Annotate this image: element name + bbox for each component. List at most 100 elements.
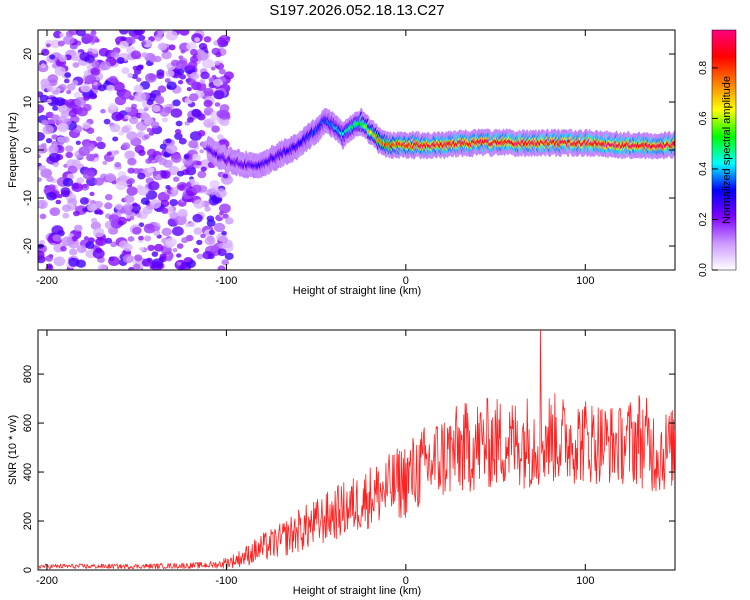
noise-blob <box>104 202 113 210</box>
noise-blob <box>152 104 161 113</box>
noise-blob <box>109 123 121 133</box>
noise-blob <box>217 265 226 270</box>
x-tick-label: 0 <box>403 275 409 287</box>
noise-blob <box>121 142 131 150</box>
noise-blob <box>75 140 81 145</box>
noise-blob <box>76 245 87 254</box>
snr-ylabel: SNR (10 * v/v) <box>7 415 19 485</box>
noise-blob <box>146 99 154 106</box>
noise-blob <box>104 237 113 244</box>
noise-blob <box>221 230 227 236</box>
y-tick-label: -10 <box>22 190 34 206</box>
noise-blob <box>218 109 231 120</box>
noise-blob <box>161 117 168 123</box>
noise-blob <box>90 30 97 36</box>
colorbar-tick-label: 0.6 <box>698 111 709 125</box>
noise-blob <box>164 78 171 83</box>
noise-blob <box>84 236 89 241</box>
noise-blob <box>103 118 111 125</box>
noise-blob <box>54 66 66 76</box>
noise-blob <box>219 117 230 127</box>
noise-blob <box>46 191 57 201</box>
noise-blob <box>41 143 47 148</box>
noise-blob <box>49 207 61 217</box>
noise-blob <box>56 136 65 144</box>
noise-blob <box>138 222 145 227</box>
noise-blob <box>129 216 135 221</box>
noise-blob <box>155 36 162 42</box>
y-tick-label: 600 <box>22 414 34 432</box>
noise-blob <box>142 206 153 215</box>
noise-blob <box>69 248 78 256</box>
noise-blob <box>38 177 42 182</box>
noise-blob <box>45 138 53 144</box>
noise-blob <box>58 115 67 124</box>
noise-blob <box>140 197 150 205</box>
noise-blob <box>118 240 129 249</box>
noise-blob <box>203 99 213 108</box>
noise-blob <box>60 246 67 252</box>
noise-blob <box>91 48 99 54</box>
noise-blob <box>65 145 74 153</box>
noise-blob <box>204 206 211 212</box>
noise-blob <box>190 72 200 80</box>
y-tick-label: 0 <box>22 567 34 573</box>
y-tick-label: 400 <box>22 463 34 481</box>
noise-blob <box>145 73 157 83</box>
noise-blob <box>198 42 208 50</box>
noise-blob <box>161 227 172 237</box>
noise-blob <box>45 255 53 262</box>
noise-blob <box>82 121 91 130</box>
noise-blob <box>124 106 132 113</box>
noise-blob <box>45 43 51 48</box>
noise-blob <box>214 188 227 199</box>
noise-blob <box>190 49 198 56</box>
noise-blob <box>111 111 123 122</box>
noise-blob <box>165 144 178 154</box>
noise-blob <box>127 157 137 166</box>
noise-blob <box>170 189 177 194</box>
noise-blob <box>39 213 47 220</box>
colorbar-ramp <box>711 29 737 271</box>
noise-blob <box>200 233 206 239</box>
spectrogram-xlabel: Height of straight line (km) <box>293 285 421 297</box>
noise-blob <box>134 254 143 262</box>
noise-blob <box>63 35 75 45</box>
noise-blob <box>86 153 95 162</box>
noise-blob <box>52 162 59 168</box>
noise-blob <box>41 48 50 56</box>
noise-blob <box>62 177 74 187</box>
x-tick-label: -100 <box>215 275 237 287</box>
noise-blob <box>158 157 168 166</box>
noise-blob <box>81 33 94 43</box>
noise-blob <box>136 213 142 218</box>
noise-blob <box>192 213 203 223</box>
noise-blob <box>51 225 64 236</box>
colorbar-tick-label: 0.4 <box>698 162 709 176</box>
noise-blob <box>53 30 63 39</box>
x-tick-label: -200 <box>36 575 58 587</box>
noise-blob <box>92 248 105 259</box>
noise-blob <box>173 176 180 182</box>
y-tick-label: -20 <box>22 238 34 254</box>
noise-blob <box>65 98 77 109</box>
noise-blob <box>84 142 95 152</box>
noise-blob <box>124 194 135 204</box>
noise-blob <box>119 30 129 35</box>
noise-blob <box>97 264 107 270</box>
noise-blob <box>208 187 217 195</box>
noise-blob <box>104 173 116 182</box>
noise-blob <box>38 104 45 114</box>
noise-blob <box>138 235 144 241</box>
noise-blob <box>216 134 224 140</box>
noise-blob <box>188 140 199 149</box>
noise-blob <box>61 236 73 246</box>
noise-blob <box>83 95 90 101</box>
noise-blob <box>166 81 177 90</box>
noise-blob <box>176 170 185 177</box>
noise-blob <box>154 243 164 252</box>
noise-blob <box>96 136 103 142</box>
noise-blob <box>193 227 203 235</box>
noise-blob <box>130 50 142 60</box>
